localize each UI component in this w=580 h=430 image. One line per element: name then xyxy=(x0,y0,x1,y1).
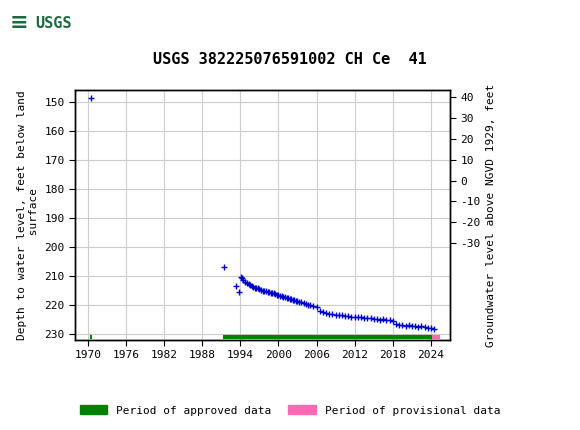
Legend: Period of approved data, Period of provisional data: Period of approved data, Period of provi… xyxy=(75,401,505,420)
Text: USGS: USGS xyxy=(35,16,71,31)
Y-axis label: Depth to water level, feet below land
 surface: Depth to water level, feet below land su… xyxy=(17,90,39,340)
FancyBboxPatch shape xyxy=(6,5,64,45)
Y-axis label: Groundwater level above NGVD 1929, feet: Groundwater level above NGVD 1929, feet xyxy=(486,83,496,347)
Text: USGS 382225076591002 CH Ce  41: USGS 382225076591002 CH Ce 41 xyxy=(153,52,427,67)
Text: ≡: ≡ xyxy=(10,12,28,33)
